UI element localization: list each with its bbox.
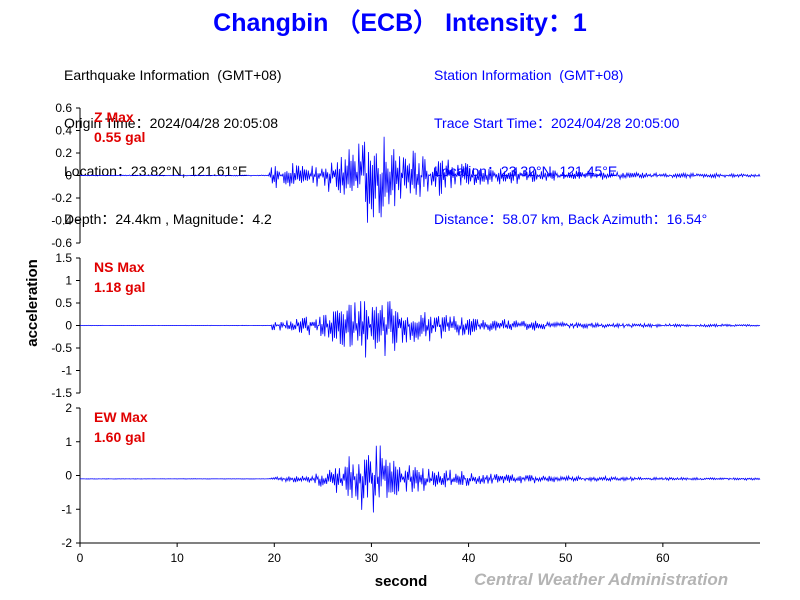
y-tick-label-z: -0.4 [51,214,72,228]
y-tick-label-ew: 0 [65,469,72,483]
x-axis-title: second [375,573,428,590]
peak-label-z: Z Max [94,109,134,125]
x-tick-label: 20 [268,551,282,565]
waveform-z [79,136,761,223]
agency-credit: Central Weather Administration [474,570,729,589]
chart-title: Changbin （ECB） Intensity：1 [213,9,587,37]
x-tick-label: 50 [559,551,573,565]
y-tick-label-ns: -1.5 [51,386,72,400]
y-tick-label-ew: 2 [65,401,72,415]
peak-label-ew: EW Max [94,409,148,425]
y-tick-label-z: 0.6 [55,101,72,115]
x-tick-label: 40 [462,551,476,565]
station-info-header: Station Information (GMT+08) [434,67,624,83]
x-tick-label: 60 [656,551,670,565]
y-tick-label-ns: -0.5 [51,341,72,355]
y-tick-label-z: 0.2 [55,146,72,160]
y-tick-label-ns: 1 [65,274,72,288]
x-tick-label: 30 [365,551,379,565]
y-tick-label-ns: 1.5 [55,251,72,265]
y-tick-label-ew: -2 [61,536,72,550]
depth-magnitude: Depth：24.4km , Magnitude：4.2 [64,211,272,227]
peak-label-ns: NS Max [94,259,145,275]
y-tick-label-ns: 0 [65,319,72,333]
y-tick-label-z: -0.2 [51,191,72,205]
earthquake-info-header: Earthquake Information (GMT+08) [64,67,282,83]
y-axis-title: acceleration [24,259,41,347]
peak-value-ew: 1.60 gal [94,429,145,445]
y-tick-label-ew: 1 [65,435,72,449]
x-tick-label: 10 [170,551,184,565]
y-tick-label-z: 0.4 [55,124,72,138]
y-tick-label-ns: -1 [61,364,72,378]
peak-value-ns: 1.18 gal [94,279,145,295]
trace-start-time: Trace Start Time：2024/04/28 20:05:00 [434,115,680,131]
waveform-ew [79,445,761,513]
y-tick-label-z: -0.6 [51,236,72,250]
waveform-ns [79,301,761,358]
y-tick-label-ns: 0.5 [55,296,72,310]
peak-value-z: 0.55 gal [94,129,145,145]
origin-time: Origin Time：2024/04/28 20:05:08 [64,115,279,131]
distance-azimuth: Distance：58.07 km, Back Azimuth：16.54° [434,211,708,227]
y-tick-label-z: 0 [65,169,72,183]
x-tick-label: 0 [77,551,84,565]
y-tick-label-ew: -1 [61,502,72,516]
